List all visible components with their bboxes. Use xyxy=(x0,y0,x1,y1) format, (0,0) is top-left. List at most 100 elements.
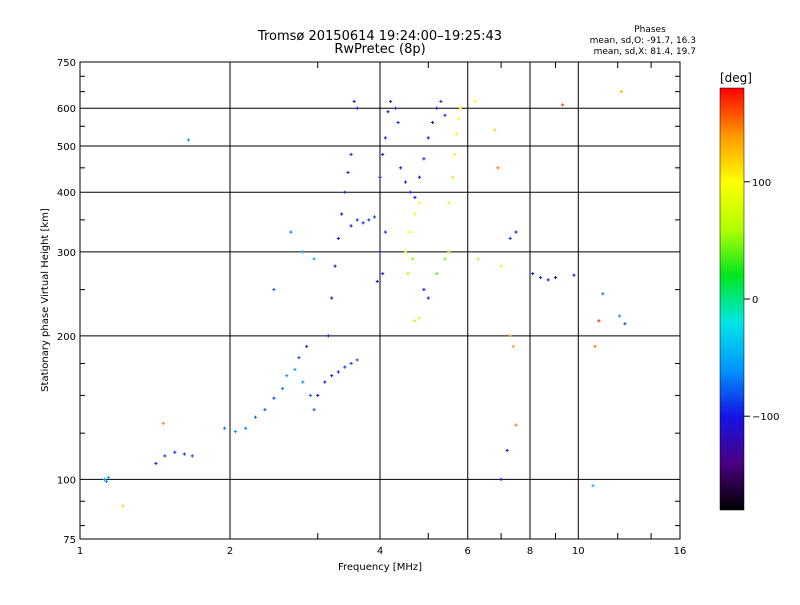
colorbar xyxy=(719,87,745,511)
data-point xyxy=(396,120,400,125)
x-tick-label: 16 xyxy=(674,546,687,557)
data-point xyxy=(381,152,385,157)
data-point xyxy=(508,236,512,241)
data-point xyxy=(293,367,297,372)
data-point xyxy=(352,99,356,104)
data-point xyxy=(426,136,430,140)
x-axis-label: Frequency [MHz] xyxy=(338,562,422,573)
data-point xyxy=(301,250,305,254)
data-points xyxy=(102,90,627,508)
data-point xyxy=(355,106,359,110)
data-point xyxy=(439,99,443,104)
data-point xyxy=(289,230,293,234)
data-point xyxy=(285,374,289,378)
plot-frame xyxy=(79,61,681,540)
data-point xyxy=(422,287,426,292)
x-tick-label: 1 xyxy=(77,546,83,557)
data-point xyxy=(514,230,518,234)
data-point xyxy=(323,380,327,384)
y-tick-label: 75 xyxy=(63,535,76,546)
colorbar-tick-label: 0 xyxy=(752,295,758,306)
data-point xyxy=(451,175,455,179)
data-point xyxy=(316,393,320,398)
data-point xyxy=(305,344,309,349)
data-point xyxy=(538,275,543,280)
data-point xyxy=(355,358,359,362)
data-point xyxy=(560,103,565,107)
data-point xyxy=(190,454,194,458)
data-point xyxy=(121,504,125,508)
data-point xyxy=(443,113,447,117)
data-point xyxy=(343,190,347,194)
data-point xyxy=(272,396,276,400)
y-axis-ticks: 75 100 200 300 400 500 600 750 xyxy=(57,58,680,546)
data-point xyxy=(106,475,110,479)
x-tick-label: 4 xyxy=(377,546,383,557)
data-point xyxy=(422,157,426,161)
data-point xyxy=(372,215,377,219)
data-point xyxy=(394,106,398,110)
data-point xyxy=(383,136,387,140)
data-point xyxy=(456,117,461,121)
data-point xyxy=(447,250,451,254)
colorbar-label: [deg] xyxy=(720,71,752,85)
data-point xyxy=(355,218,359,222)
x-tick-label: 6 xyxy=(465,546,471,557)
data-point xyxy=(173,450,177,454)
data-point xyxy=(511,344,515,349)
y-tick-label: 300 xyxy=(57,248,76,259)
data-point xyxy=(403,180,408,184)
data-point xyxy=(623,322,627,326)
data-point xyxy=(346,170,350,175)
data-point xyxy=(301,380,305,384)
data-point xyxy=(531,272,535,276)
data-point xyxy=(312,257,316,261)
data-point xyxy=(410,257,415,261)
data-point xyxy=(263,408,267,412)
data-point xyxy=(514,423,518,427)
data-point xyxy=(308,393,313,398)
data-point xyxy=(403,250,408,254)
data-point xyxy=(553,275,558,280)
y-tick-label: 200 xyxy=(57,332,76,343)
data-point xyxy=(430,120,435,125)
y-axis-label: Stationary phase Virtual Height [km] xyxy=(40,208,51,392)
data-point xyxy=(186,138,190,142)
data-point xyxy=(458,106,463,110)
x-axis-ticks: 1 2 4 6 8 10 16 xyxy=(77,62,687,557)
x-tick-label: 2 xyxy=(227,546,233,557)
data-point xyxy=(408,190,412,194)
data-point xyxy=(297,356,301,360)
data-point xyxy=(253,415,258,419)
data-point xyxy=(499,477,503,482)
data-point xyxy=(417,175,422,179)
data-point xyxy=(378,250,382,254)
data-point xyxy=(499,264,503,268)
data-point xyxy=(435,106,439,110)
data-point xyxy=(343,365,347,369)
data-point xyxy=(386,110,390,114)
colorbar-ticks: 100 0 −100 xyxy=(744,178,779,423)
colorbar-tick-label: −100 xyxy=(752,412,779,423)
data-point xyxy=(336,370,340,374)
y-tick-label: 500 xyxy=(57,142,76,153)
data-point xyxy=(381,272,385,276)
stats-heading: Phases xyxy=(634,25,666,35)
data-point xyxy=(326,334,330,338)
data-point xyxy=(508,334,512,338)
data-point xyxy=(453,152,457,157)
colorbar-tick-label: 100 xyxy=(752,178,771,189)
data-point xyxy=(233,429,237,434)
data-point xyxy=(476,257,480,261)
data-point xyxy=(493,128,497,132)
data-point xyxy=(413,195,417,200)
data-point xyxy=(473,99,477,104)
data-point xyxy=(161,421,165,426)
x-tick-label: 10 xyxy=(572,546,585,557)
data-point xyxy=(336,236,340,241)
y-tick-label: 750 xyxy=(57,58,76,69)
data-point xyxy=(280,387,285,391)
data-point xyxy=(399,166,403,170)
